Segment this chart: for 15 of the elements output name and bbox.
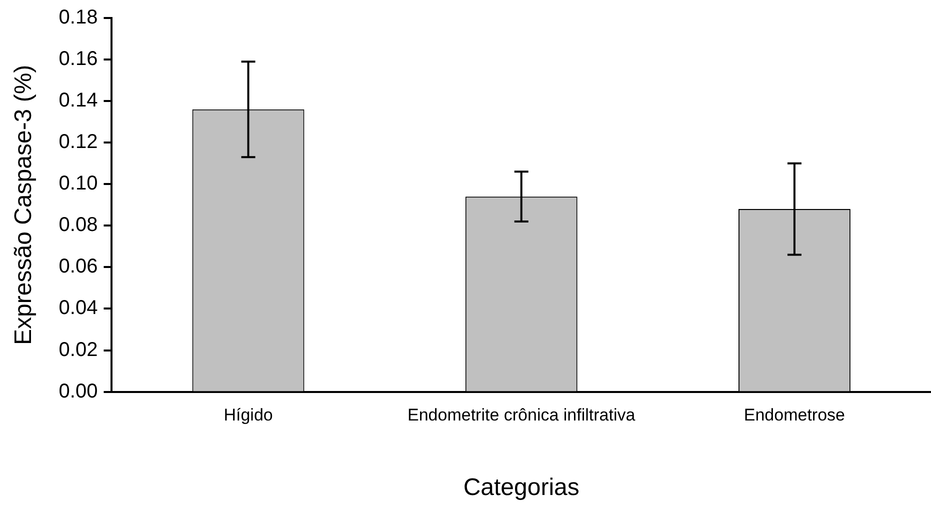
y-tick-label: 0.08: [58, 214, 98, 236]
y-tick-label: 0.12: [58, 131, 98, 154]
x-tick-label: Endometrite crônica infiltrativa: [408, 406, 636, 425]
y-tick-label: 0.16: [58, 48, 98, 70]
y-tick-label: 0.18: [58, 6, 98, 29]
y-tick-label: 0.04: [58, 297, 98, 320]
x-tick-label: Endometrose: [744, 406, 846, 425]
y-tick-label: 0.14: [58, 90, 98, 112]
y-tick-label: 0.02: [58, 338, 98, 361]
y-axis-title: Expressão Caspase-3 (%): [10, 64, 38, 345]
x-tick-label: Hígido: [224, 406, 273, 425]
y-tick-label: 0.00: [58, 380, 98, 402]
x-axis-title: Categorias: [463, 474, 580, 502]
y-tick-label: 0.06: [58, 256, 98, 278]
y-tick-label: 0.10: [58, 172, 98, 195]
